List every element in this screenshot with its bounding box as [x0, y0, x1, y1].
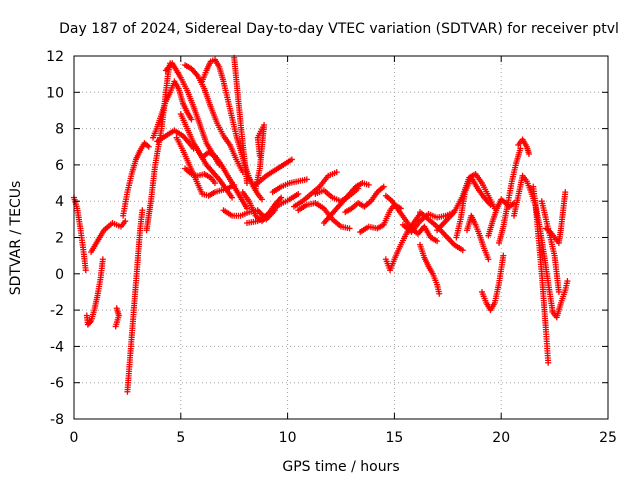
y-tick-label: 4 [55, 194, 64, 210]
y-tick-label: 0 [55, 267, 64, 283]
series-arc25 [295, 200, 353, 232]
series-arc08 [150, 78, 195, 141]
data-point [288, 156, 295, 163]
data-point [380, 183, 387, 190]
y-tick-label: -4 [50, 339, 64, 355]
data-point [295, 190, 302, 197]
data-point [229, 194, 236, 201]
data-point [487, 201, 494, 208]
y-tick-label: -2 [50, 303, 64, 319]
data-point [188, 116, 195, 123]
data-points [71, 54, 571, 395]
series-arc15 [192, 143, 251, 212]
data-point [258, 196, 265, 203]
series-arc22 [254, 156, 295, 187]
data-point [346, 225, 353, 232]
data-point [333, 169, 340, 176]
series-arc23 [269, 176, 310, 196]
x-tick-label: 20 [492, 430, 510, 446]
series-arc38 [478, 252, 507, 314]
series-arc06 [120, 140, 152, 219]
series-arc13 [182, 165, 218, 187]
x-tick-label: 15 [385, 430, 403, 446]
data-point [87, 319, 94, 326]
data-point [122, 218, 129, 225]
series-arc21 [252, 121, 268, 192]
data-point [562, 189, 569, 196]
data-point [485, 256, 492, 263]
data-point [517, 145, 524, 152]
x-axis-label: GPS time / hours [282, 459, 399, 475]
data-point [434, 238, 441, 245]
y-tick-label: -8 [50, 412, 64, 428]
series-arc05 [124, 207, 146, 395]
data-point [564, 278, 571, 285]
data-point [139, 207, 146, 214]
data-point [244, 180, 251, 187]
data-point [436, 290, 443, 297]
data-point [278, 194, 285, 201]
grid [74, 56, 608, 419]
data-point [112, 323, 119, 330]
series-arc04 [112, 305, 122, 330]
series-arc01 [71, 194, 89, 274]
series-arc41 [515, 136, 532, 158]
series-arc39 [485, 196, 518, 239]
x-tick-label: 0 [70, 430, 79, 446]
data-point [82, 267, 89, 274]
data-point [256, 152, 263, 159]
y-tick-label: 10 [46, 85, 64, 101]
series-arc20 [244, 190, 302, 226]
series-arc36 [453, 174, 494, 241]
y-tick-label: 8 [55, 122, 64, 138]
data-point [545, 359, 552, 366]
series-arc40 [496, 145, 524, 246]
x-tick-label: 25 [599, 430, 617, 446]
data-point [365, 181, 372, 188]
data-point [525, 151, 532, 158]
y-axis-label: SDTVAR / TECUs [8, 181, 24, 296]
data-point [555, 288, 562, 295]
y-tick-label: 2 [55, 231, 64, 247]
data-point [303, 176, 310, 183]
series-arc30 [382, 192, 441, 245]
series-arc37 [464, 212, 492, 263]
data-point [500, 252, 507, 259]
series-arc02 [83, 256, 106, 328]
series-arc28 [342, 183, 387, 216]
series-arc27 [320, 180, 372, 226]
series-arc45 [543, 189, 569, 246]
series-arc17 [231, 54, 251, 187]
series-arc03 [88, 218, 129, 256]
y-tick-label: -6 [50, 376, 64, 392]
x-tick-label: 10 [279, 430, 297, 446]
chart-title: Day 187 of 2024, Sidereal Day-to-day VTE… [59, 21, 619, 37]
data-point [211, 180, 218, 187]
series-arc24 [291, 169, 340, 210]
data-point [459, 247, 466, 254]
series-arc43 [530, 183, 552, 366]
axis-ticks: 0 5 10 15 20 25 -8 -6 -4 -2 0 2 4 6 8 10 12 [46, 49, 617, 446]
y-tick-label: 12 [46, 49, 64, 65]
x-tick-label: 5 [176, 430, 185, 446]
series-arc46 [549, 278, 571, 321]
series-arc33 [417, 241, 443, 297]
data-point [145, 143, 152, 150]
data-point [99, 256, 106, 263]
y-tick-label: 6 [55, 158, 64, 174]
series-arc31 [382, 210, 424, 274]
